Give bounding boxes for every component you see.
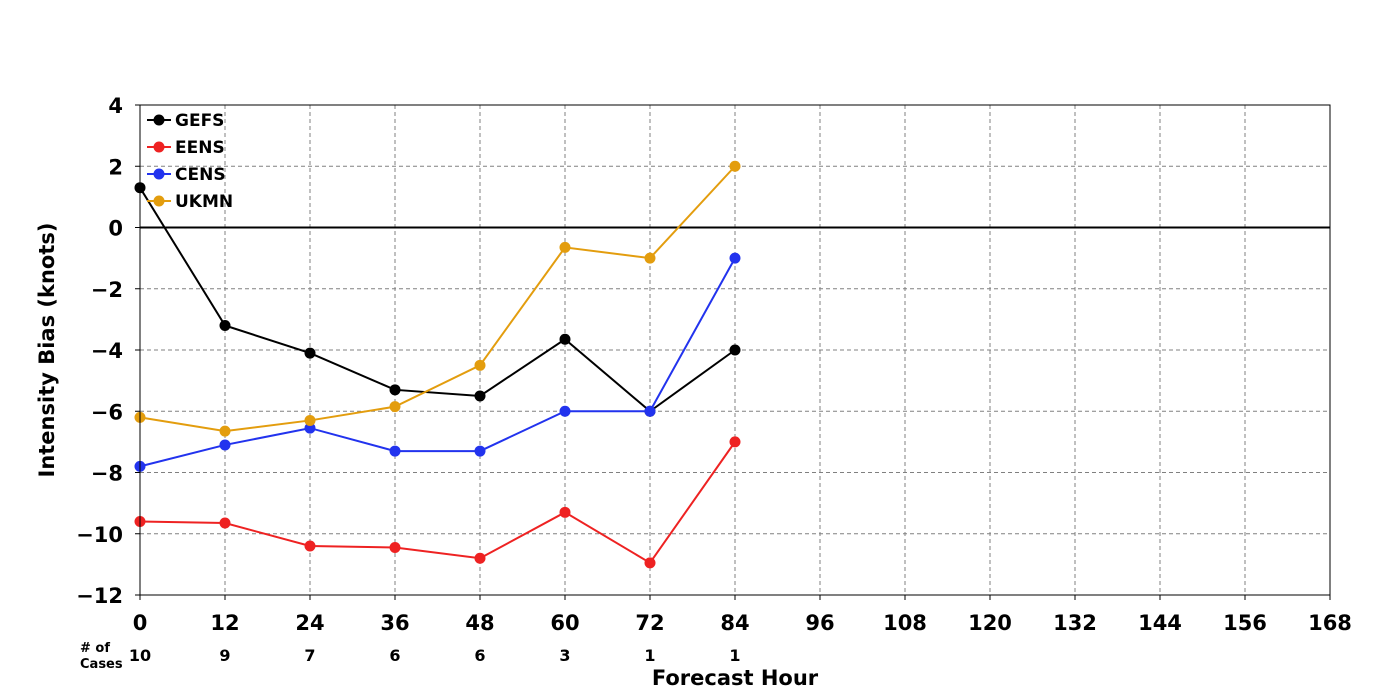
legend-item-cens: CENS bbox=[147, 165, 226, 185]
series-eens bbox=[134, 436, 741, 569]
x-tick-label-6: 72 bbox=[635, 611, 664, 635]
point-eens-84 bbox=[729, 436, 741, 448]
x-tick-label-11: 132 bbox=[1053, 611, 1097, 635]
series-cens bbox=[134, 252, 741, 472]
legend-marker-gefs bbox=[153, 114, 165, 126]
y-tick-label-5: −6 bbox=[91, 400, 123, 424]
point-eens-72 bbox=[644, 557, 656, 569]
cases-value-7: 1 bbox=[729, 646, 740, 665]
y-tick-label-2: 0 bbox=[108, 217, 123, 241]
y-tick-label-8: −12 bbox=[76, 584, 123, 608]
cases-value-0: 10 bbox=[129, 646, 151, 665]
point-ukmn-36 bbox=[389, 401, 401, 413]
legend-label-ukmn: UKMN bbox=[175, 192, 233, 212]
x-axis: 0 12 24 36 48 60 72 84 96 108 120 132 144 156 168 bbox=[133, 595, 1352, 635]
point-eens-12 bbox=[219, 517, 231, 529]
cases-value-1: 9 bbox=[219, 646, 230, 665]
series-line-gefs bbox=[139, 187, 736, 413]
legend-item-eens: EENS bbox=[147, 138, 225, 158]
cases-value-4: 6 bbox=[474, 646, 485, 665]
x-tick-label-2: 24 bbox=[295, 611, 324, 635]
point-cens-12 bbox=[219, 439, 231, 451]
legend-item-gefs: GEFS bbox=[147, 111, 224, 131]
legend-item-ukmn: UKMN bbox=[147, 192, 233, 212]
x-tick-label-5: 60 bbox=[550, 611, 579, 635]
cases-label-line1: # of bbox=[80, 641, 110, 656]
y-tick-label-1: 2 bbox=[108, 155, 123, 179]
x-tick-label-9: 108 bbox=[883, 611, 927, 635]
point-eens-24 bbox=[304, 540, 316, 552]
series-line-cens bbox=[139, 257, 736, 468]
x-tick-label-13: 156 bbox=[1223, 611, 1267, 635]
x-tick-label-14: 168 bbox=[1308, 611, 1352, 635]
x-tick-label-3: 36 bbox=[380, 611, 409, 635]
legend-marker-eens bbox=[153, 141, 165, 153]
legend: GEFS EENS CENS UKMN bbox=[147, 111, 233, 212]
y-tick-label-7: −10 bbox=[76, 523, 123, 547]
point-gefs-24 bbox=[304, 347, 316, 359]
x-tick-label-4: 48 bbox=[465, 611, 494, 635]
legend-label-cens: CENS bbox=[175, 165, 226, 185]
y-axis: 4 2 0 −2 −4 −6 −8 −10 −12 bbox=[76, 94, 140, 608]
cases-label-line2: Cases bbox=[80, 657, 123, 672]
point-cens-84 bbox=[729, 252, 741, 264]
x-tick-label-10: 120 bbox=[968, 611, 1012, 635]
cases-row: 10 9 7 6 6 3 1 1 bbox=[129, 646, 741, 665]
point-cens-60 bbox=[559, 405, 571, 417]
point-eens-48 bbox=[474, 552, 486, 564]
cases-value-5: 3 bbox=[559, 646, 570, 665]
legend-marker-cens bbox=[153, 168, 165, 180]
point-ukmn-12 bbox=[219, 425, 231, 437]
x-tick-label-1: 12 bbox=[210, 611, 239, 635]
point-cens-36 bbox=[389, 445, 401, 457]
y-tick-label-6: −8 bbox=[91, 462, 123, 486]
point-ukmn-72 bbox=[644, 252, 656, 264]
point-gefs-60 bbox=[559, 333, 571, 345]
point-ukmn-48 bbox=[474, 359, 486, 371]
point-ukmn-60 bbox=[559, 241, 571, 253]
y-tick-label-4: −4 bbox=[91, 339, 123, 363]
cases-value-6: 1 bbox=[644, 646, 655, 665]
legend-label-gefs: GEFS bbox=[175, 111, 224, 131]
point-gefs-48 bbox=[474, 390, 486, 402]
y-tick-label-0: 4 bbox=[108, 94, 123, 118]
point-cens-72 bbox=[644, 405, 656, 417]
cases-value-3: 6 bbox=[389, 646, 400, 665]
series-line-ukmn bbox=[139, 165, 736, 433]
x-tick-label-8: 96 bbox=[805, 611, 834, 635]
series-layer bbox=[134, 160, 741, 569]
x-tick-label-0: 0 bbox=[133, 611, 148, 635]
point-gefs-84 bbox=[729, 344, 741, 356]
legend-label-eens: EENS bbox=[175, 138, 225, 158]
point-ukmn-24 bbox=[304, 414, 316, 426]
point-gefs-36 bbox=[389, 384, 401, 396]
point-cens-48 bbox=[474, 445, 486, 457]
x-tick-label-7: 84 bbox=[720, 611, 749, 635]
point-cens-24 bbox=[304, 422, 316, 434]
y-axis-label: Intensity Bias (knots) bbox=[35, 223, 59, 478]
y-tick-label-3: −2 bbox=[91, 278, 123, 302]
point-eens-60 bbox=[559, 506, 571, 518]
x-axis-label: Forecast Hour bbox=[652, 666, 819, 690]
series-ukmn bbox=[134, 160, 741, 437]
x-tick-label-12: 144 bbox=[1138, 611, 1182, 635]
point-eens-36 bbox=[389, 542, 401, 554]
legend-marker-ukmn bbox=[153, 195, 165, 207]
point-ukmn-84 bbox=[729, 160, 741, 172]
series-line-eens bbox=[139, 441, 736, 565]
cases-value-2: 7 bbox=[304, 646, 315, 665]
point-gefs-12 bbox=[219, 320, 231, 331]
